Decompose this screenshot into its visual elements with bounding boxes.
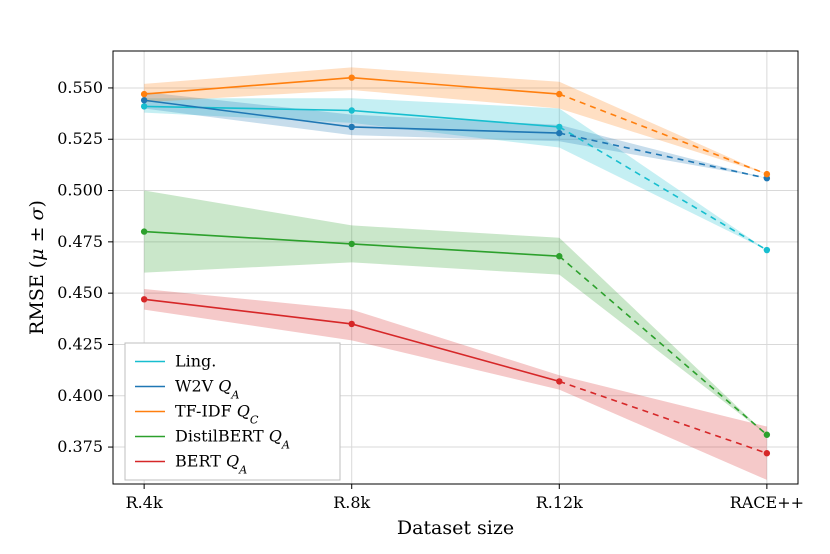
series-marker: [764, 171, 770, 177]
legend-label: Ling.: [175, 352, 216, 371]
series-marker: [556, 130, 562, 136]
series-marker: [349, 74, 355, 80]
series-marker: [141, 103, 147, 109]
series-marker: [556, 253, 562, 259]
series-marker: [764, 432, 770, 438]
x-tick-label: R.4k: [126, 493, 163, 512]
series-marker: [349, 107, 355, 113]
y-tick-label: 0.450: [57, 283, 103, 302]
y-tick-label: 0.500: [57, 181, 103, 200]
x-axis-label: Dataset size: [397, 517, 514, 539]
y-tick-label: 0.475: [57, 232, 103, 251]
series-marker: [764, 450, 770, 456]
y-tick-label: 0.525: [57, 129, 103, 148]
series-marker: [349, 321, 355, 327]
y-axis-label: RMSE (μ ± σ): [26, 200, 48, 335]
series-marker: [349, 241, 355, 247]
series-marker: [141, 296, 147, 302]
series-marker: [141, 91, 147, 97]
series-marker: [556, 124, 562, 130]
x-tick-label: R.12k: [536, 493, 583, 512]
series-marker: [141, 228, 147, 234]
rmse-line-chart: R.4k R.8k R.12k RACE++ 0.375 0.400 0.425 0.450 0…: [0, 0, 830, 554]
y-tick-label: 0.400: [57, 386, 103, 405]
chart-svg: R.4k R.8k R.12k RACE++ 0.375 0.400 0.425 0.450 0…: [0, 0, 830, 554]
series-marker: [764, 247, 770, 253]
x-tick-label: RACE++: [730, 493, 804, 512]
x-tick-label: R.8k: [333, 493, 370, 512]
series-marker: [556, 91, 562, 97]
series-marker: [556, 378, 562, 384]
y-tick-label: 0.375: [57, 437, 103, 456]
y-tick-label: 0.425: [57, 334, 103, 353]
series-marker: [349, 124, 355, 130]
series-marker: [141, 97, 147, 103]
y-tick-label: 0.550: [57, 78, 103, 97]
